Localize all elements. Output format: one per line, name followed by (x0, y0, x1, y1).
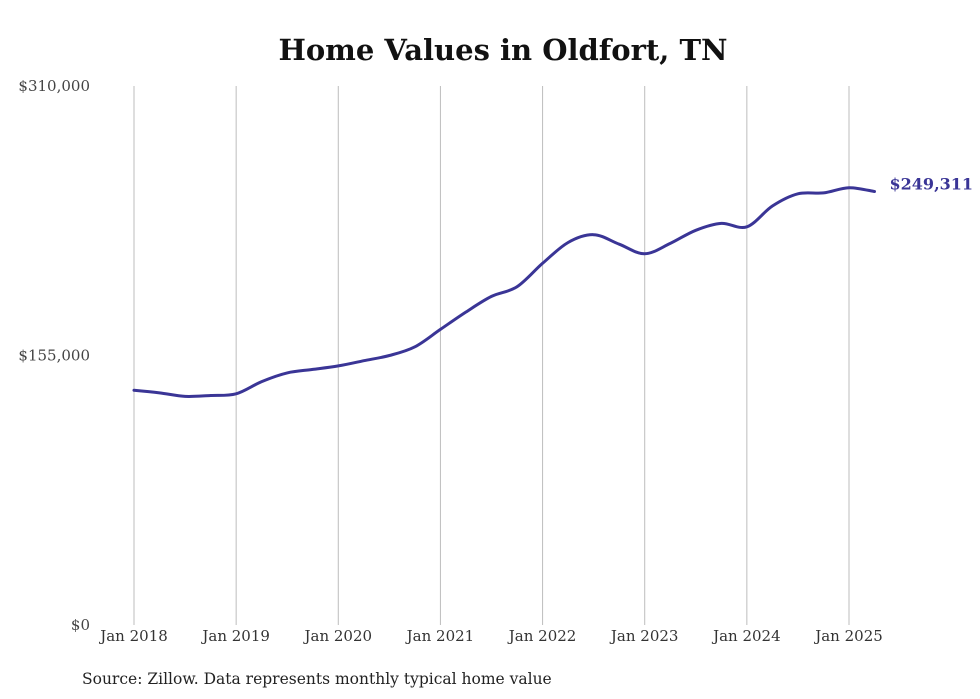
y-tick-label: $310,000 (18, 77, 90, 95)
series-layer (132, 186, 876, 398)
chart-title: Home Values in Oldfort, TN (278, 33, 727, 67)
y-tick-label: $0 (71, 616, 90, 634)
x-tick-label: Jan 2022 (507, 627, 577, 645)
y-tick-label: $155,000 (18, 347, 90, 365)
gridlines (133, 86, 850, 625)
x-tick-label: Jan 2021 (405, 627, 475, 645)
x-axis-ticks: Jan 2018 Jan 2019 Jan 2020 Jan 2021 Jan 2022… (98, 627, 883, 645)
series-line (132, 186, 876, 398)
last-value-label: $249,311 (890, 175, 974, 194)
x-tick-label: Jan 2024 (711, 627, 781, 645)
source-note: Source: Zillow. Data represents monthly … (82, 670, 552, 688)
x-tick-label: Jan 2020 (303, 627, 373, 645)
y-axis-ticks: $0 $155,000 $310,000 (18, 77, 90, 634)
x-tick-label: Jan 2019 (200, 627, 270, 645)
x-tick-label: Jan 2025 (813, 627, 883, 645)
x-tick-label: Jan 2018 (98, 627, 168, 645)
x-tick-label: Jan 2023 (609, 627, 679, 645)
